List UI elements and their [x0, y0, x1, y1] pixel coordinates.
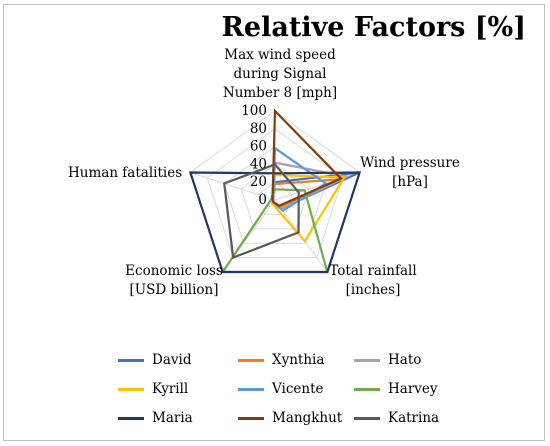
- chart-title: Relative Factors [%]: [221, 12, 526, 43]
- radial-tick-label: 40: [250, 156, 267, 172]
- legend-swatch: [118, 387, 144, 391]
- radial-tick-label: 60: [250, 139, 267, 155]
- axis-label-human-fatalities: Human fatalities: [68, 165, 183, 181]
- legend-label: Kyrill: [152, 381, 189, 397]
- radial-tick-label: 80: [250, 121, 267, 137]
- legend-label: Maria: [152, 410, 193, 426]
- series-maria: [188, 171, 362, 274]
- axis-label-economic-loss: Economic loss [USD billion]: [125, 263, 223, 298]
- series-mangkhut: [271, 108, 343, 208]
- legend-swatch: [354, 416, 380, 420]
- legend-item-harvey: Harvey: [354, 381, 438, 397]
- legend-item-maria: Maria: [118, 410, 193, 426]
- legend-label: Xynthia: [272, 352, 325, 368]
- axis-label-total-rainfall: Total rainfall [inches]: [329, 263, 417, 298]
- legend-item-kyrill: Kyrill: [118, 381, 188, 397]
- legend-swatch: [238, 358, 264, 362]
- axis-label-max-wind-speed: Max wind speed during Signal Number 8 [m…: [222, 47, 338, 101]
- legend-item-xynthia: Xynthia: [238, 352, 324, 368]
- legend-swatch: [118, 358, 144, 362]
- legend-label: David: [152, 352, 192, 368]
- legend-item-katrina: Katrina: [354, 410, 439, 426]
- legend-swatch: [354, 358, 380, 362]
- radial-tick-label: 100: [241, 103, 267, 119]
- legend-swatch: [354, 387, 380, 391]
- legend-item-hato: Hato: [354, 352, 421, 368]
- legend-label: Vicente: [272, 381, 324, 397]
- chart-area: [3, 4, 545, 441]
- legend-label: Mangkhut: [272, 410, 343, 426]
- grid-ring-40: [240, 163, 310, 230]
- grid-spoke-4: [190, 172, 276, 201]
- legend-label: Katrina: [388, 410, 440, 426]
- series-katrina: [223, 163, 300, 260]
- series-hato: [271, 161, 351, 210]
- legend-swatch: [238, 416, 264, 420]
- legend-item-david: David: [118, 352, 191, 368]
- legend-label: Hato: [388, 352, 422, 368]
- grid-ring-20: [257, 181, 293, 215]
- legend-swatch: [238, 387, 264, 391]
- legend-label: Harvey: [388, 381, 438, 397]
- legend-item-mangkhut: Mangkhut: [238, 410, 342, 426]
- legend-item-vicente: Vicente: [238, 381, 324, 397]
- radial-tick-label: 0: [258, 192, 267, 208]
- legend-swatch: [118, 416, 144, 420]
- axis-label-wind-pressure: Wind pressure [hPa]: [360, 155, 460, 190]
- radial-tick-label: 20: [250, 174, 267, 190]
